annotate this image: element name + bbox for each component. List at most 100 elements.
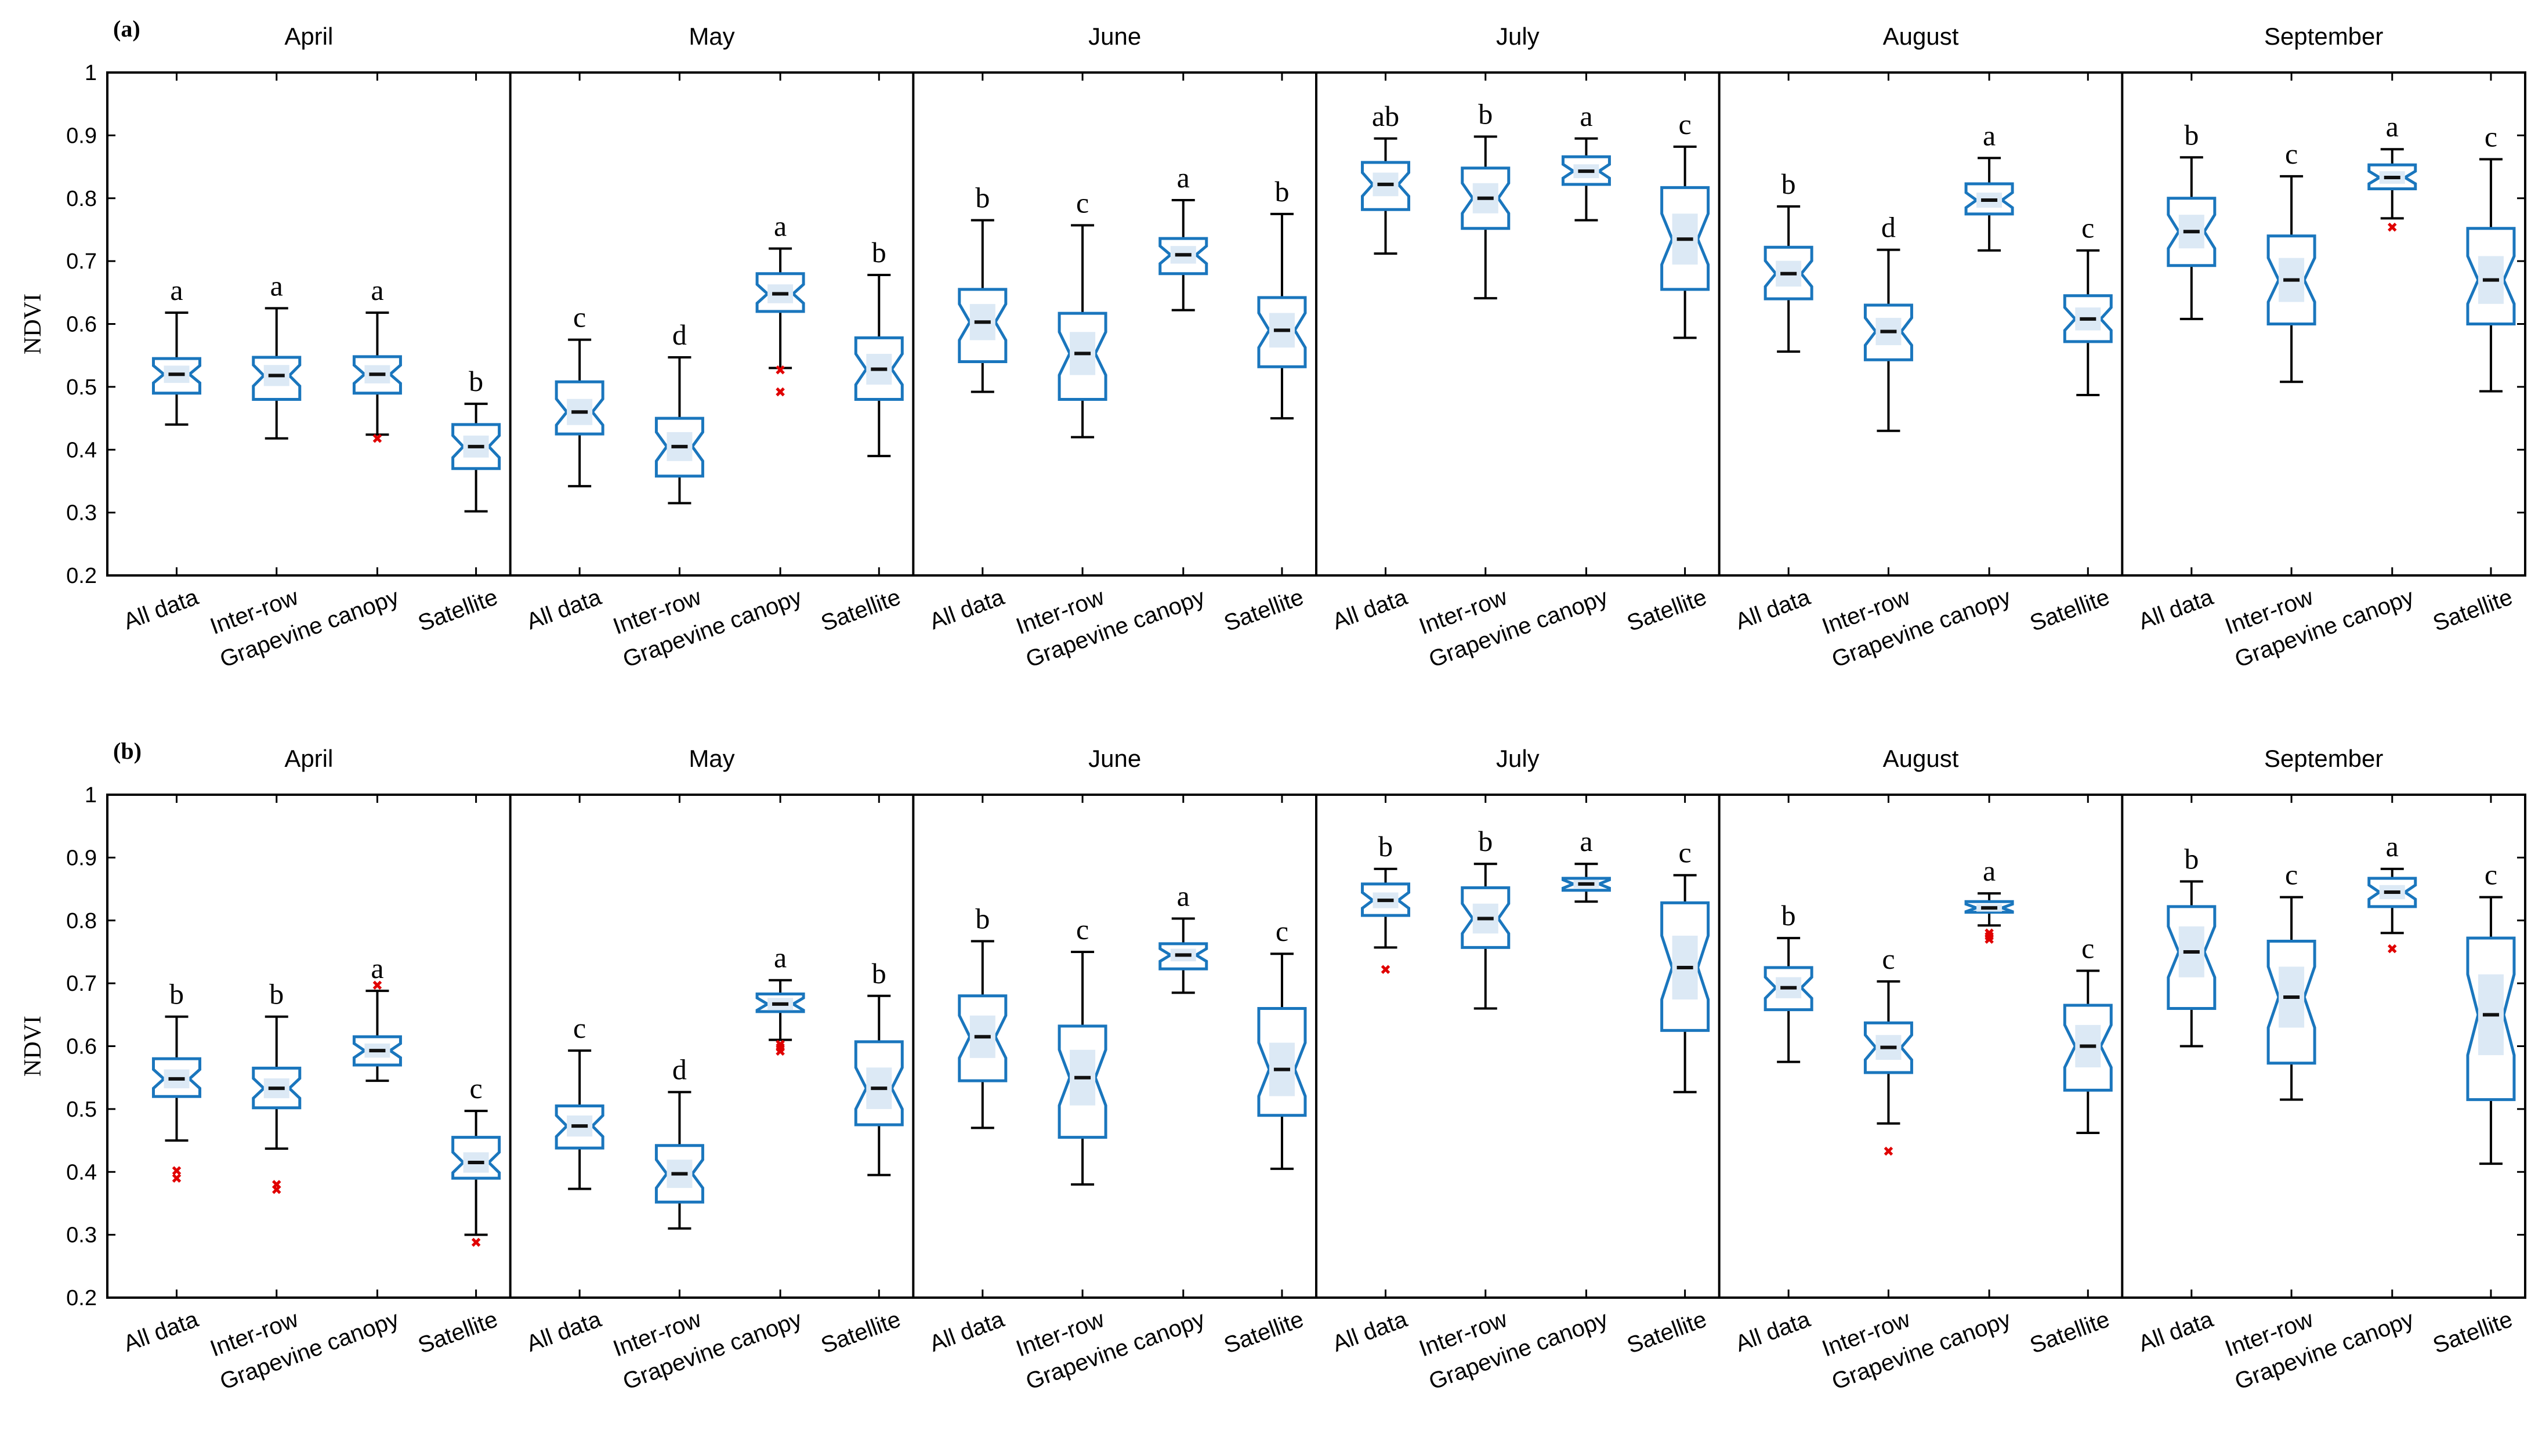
significance-letter: a <box>1580 825 1592 857</box>
significance-letter: b <box>169 978 184 1010</box>
box-satellite: c Satellite <box>2429 73 2516 636</box>
panel-a: (a) NDVI 0.2 0.3 0.4 0.5 0.6 0.7 0.8 0.9 1 April a Al… <box>20 16 2526 672</box>
month-label: July <box>1496 23 1540 50</box>
x-tick-label: Satellite <box>1221 584 1307 636</box>
x-tick-label: All data <box>1732 584 1814 635</box>
y-tick-label: 0.2 <box>66 1286 97 1310</box>
significance-letter: b <box>975 182 990 214</box>
significance-letter: c <box>470 1072 483 1104</box>
significance-letter: c <box>1679 108 1692 140</box>
y-tick-label: 0.3 <box>66 501 97 526</box>
box-all-data: b All data <box>2135 795 2217 1357</box>
month-label: August <box>1883 23 1959 50</box>
significance-letter: c <box>2485 121 2497 153</box>
significance-letter: c <box>1679 836 1692 869</box>
month-label: April <box>284 23 333 50</box>
y-axis-label: NDVI <box>20 294 46 354</box>
outlier-point <box>1884 1146 1893 1156</box>
x-tick-label: All data <box>2135 1306 2217 1357</box>
box-satellite: b Satellite <box>415 73 501 636</box>
box-all-data: b All data <box>1732 795 1814 1357</box>
x-tick-label: Satellite <box>1221 1306 1307 1359</box>
y-tick-label: 0.9 <box>66 124 97 148</box>
outlier-point <box>776 387 785 397</box>
significance-letter: b <box>872 236 886 269</box>
x-tick-label: All data <box>1329 1306 1411 1357</box>
y-tick-label: 0.8 <box>66 187 97 211</box>
outlier-point <box>1381 965 1391 975</box>
box-all-data: c All data <box>523 73 605 635</box>
outlier-point <box>172 1174 182 1183</box>
box-satellite: c Satellite <box>1221 795 1307 1359</box>
significance-letter: a <box>170 274 183 306</box>
outlier-point <box>271 1185 281 1194</box>
significance-letter: b <box>872 957 886 990</box>
outlier-point <box>1985 935 1994 944</box>
y-tick-label: 0.4 <box>66 438 97 462</box>
month-label: September <box>2264 745 2383 772</box>
significance-letter: c <box>1076 913 1089 946</box>
box-all-data: ab All data <box>1329 73 1411 635</box>
significance-letter: b <box>1274 175 1289 208</box>
y-tick-label: 0.7 <box>66 249 97 274</box>
significance-letter: a <box>371 952 383 984</box>
plot-frame <box>106 794 2526 1299</box>
x-tick-label: All data <box>120 1306 202 1357</box>
significance-letter: b <box>1478 98 1493 131</box>
box-all-data: b All data <box>926 795 1008 1357</box>
plot-frame <box>106 71 2526 577</box>
outlier-point <box>372 433 382 443</box>
x-tick-label: All data <box>523 1306 605 1357</box>
y-tick-label: 0.5 <box>66 1098 97 1122</box>
outlier-point <box>2387 222 2397 232</box>
month-label: August <box>1883 745 1959 772</box>
x-tick-label: All data <box>2135 584 2217 635</box>
significance-letter: b <box>1378 830 1393 863</box>
significance-letter: c <box>2081 212 2094 244</box>
significance-letter: b <box>1781 899 1796 932</box>
box-all-data: b All data <box>1329 795 1411 1357</box>
box-satellite: c Satellite <box>2027 73 2113 636</box>
x-tick-label: Satellite <box>818 1306 904 1359</box>
x-tick-label: All data <box>120 584 202 635</box>
panel-label: (b) <box>113 738 142 764</box>
significance-letter: a <box>2386 110 2399 143</box>
x-tick-label: Satellite <box>2429 584 2516 636</box>
significance-letter: c <box>2485 859 2497 891</box>
significance-letter: a <box>1177 879 1190 912</box>
y-tick-label: 1 <box>85 61 97 85</box>
y-tick-label: 1 <box>85 783 97 807</box>
month-label: September <box>2264 23 2383 50</box>
outlier-point <box>776 365 785 375</box>
x-tick-label: Satellite <box>1624 1306 1710 1359</box>
panel-b: (b) NDVI 0.2 0.3 0.4 0.5 0.6 0.7 0.8 0.9 1 April b Al… <box>20 738 2526 1395</box>
y-tick-label: 0.6 <box>66 313 97 337</box>
box-all-data: a All data <box>120 73 202 635</box>
x-tick-label: All data <box>926 584 1008 635</box>
month-label: July <box>1496 745 1540 772</box>
significance-letter: d <box>672 1053 687 1086</box>
y-tick-label: 0.5 <box>66 375 97 400</box>
significance-letter: ab <box>1372 100 1399 132</box>
box-all-data: b All data <box>120 795 202 1357</box>
x-tick-label: Satellite <box>2027 1306 2113 1359</box>
box-satellite: c Satellite <box>1624 795 1710 1359</box>
